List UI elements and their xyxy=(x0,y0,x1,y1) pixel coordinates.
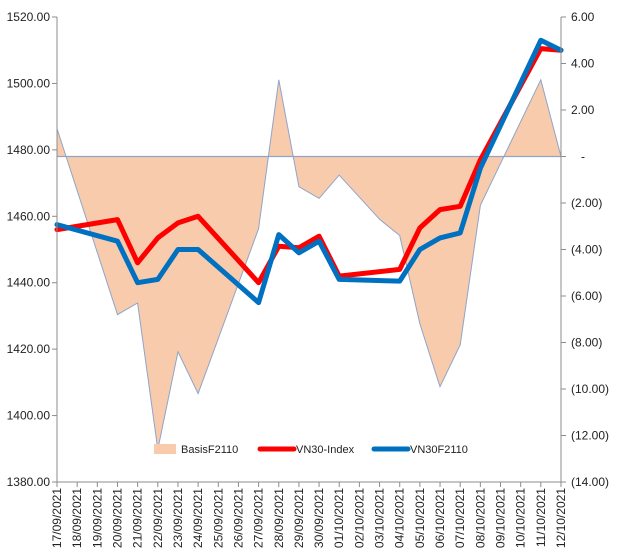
x-tick-label: 01/10/2021 xyxy=(332,488,346,548)
x-tick-label: 20/09/2021 xyxy=(110,488,124,548)
vn30-index-line xyxy=(54,46,564,286)
x-tick-label: 04/10/2021 xyxy=(393,488,407,548)
legend-basis-label: BasisF2110 xyxy=(181,444,238,456)
x-tick-label: 27/09/2021 xyxy=(252,488,266,548)
right-tick-label: 2.00 xyxy=(571,103,595,117)
left-tick-label: 1520.00 xyxy=(7,10,51,24)
axes-layer: 1380.00 1400.00 1420.00 1440.00 1460.00 1480.… xyxy=(7,10,609,548)
x-tick-label: 26/09/2021 xyxy=(231,488,245,548)
legend-basis-swatch xyxy=(154,444,176,454)
right-tick-label: (6.00) xyxy=(571,289,602,303)
x-tick-label: 09/10/2021 xyxy=(494,488,508,548)
left-tick-label: 1480.00 xyxy=(7,143,51,157)
x-tick-label: 10/10/2021 xyxy=(514,488,528,548)
x-tick-label: 07/10/2021 xyxy=(453,488,467,548)
line-series-layer xyxy=(54,37,564,306)
x-tick-label: 03/10/2021 xyxy=(373,488,387,548)
x-tick-label: 18/09/2021 xyxy=(70,488,84,548)
x-tick-label: 23/09/2021 xyxy=(171,488,185,548)
x-tick-label: 22/09/2021 xyxy=(151,488,165,548)
vn30f2110-line xyxy=(54,37,564,306)
right-tick-label: (14.00) xyxy=(571,475,609,489)
x-tick-label: 29/09/2021 xyxy=(292,488,306,548)
x-tick-label: 21/09/2021 xyxy=(131,488,145,548)
x-tick-label: 19/09/2021 xyxy=(90,488,104,548)
x-tick-label: 12/10/2021 xyxy=(554,488,568,548)
right-tick-label: (10.00) xyxy=(571,382,609,396)
right-tick-label: (8.00) xyxy=(571,336,602,350)
x-tick-label: 05/10/2021 xyxy=(413,488,427,548)
right-tick-label: 4.00 xyxy=(571,57,595,71)
right-tick-label: 6.00 xyxy=(571,10,595,24)
right-tick-label: (4.00) xyxy=(571,243,602,257)
right-tick-label: (12.00) xyxy=(571,429,609,443)
left-tick-label: 1380.00 xyxy=(7,475,51,489)
x-tick-label: 06/10/2021 xyxy=(433,488,447,548)
left-tick-label: 1440.00 xyxy=(7,276,51,290)
x-tick-label: 24/09/2021 xyxy=(191,488,205,548)
left-tick-label: 1400.00 xyxy=(7,409,51,423)
right-tick-label: (2.00) xyxy=(571,196,602,210)
x-tick-label: 28/09/2021 xyxy=(272,488,286,548)
right-tick-label: - xyxy=(581,150,585,164)
legend: BasisF2110 VN30-Index VN30F2110 xyxy=(154,444,468,456)
x-tick-label: 30/09/2021 xyxy=(312,488,326,548)
x-tick-label: 11/10/2021 xyxy=(534,488,548,547)
legend-vn30f2110-label: VN30F2110 xyxy=(410,444,468,456)
left-tick-label: 1460.00 xyxy=(7,209,51,223)
x-tick-label: 08/10/2021 xyxy=(473,488,487,548)
basis-area-fill xyxy=(57,79,561,450)
x-tick-label: 17/09/2021 xyxy=(50,488,64,548)
basis-area-layer xyxy=(56,78,562,450)
legend-vn30-index-label: VN30-Index xyxy=(296,444,355,456)
left-tick-label: 1500.00 xyxy=(7,76,51,90)
x-tick-label: 02/10/2021 xyxy=(352,488,366,548)
left-tick-label: 1420.00 xyxy=(7,342,51,356)
x-tick-label: 25/09/2021 xyxy=(211,488,225,548)
